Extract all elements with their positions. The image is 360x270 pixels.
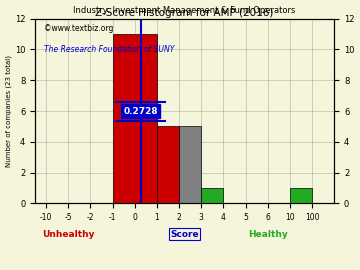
Text: Score: Score [170, 230, 199, 239]
Y-axis label: Number of companies (23 total): Number of companies (23 total) [5, 55, 12, 167]
Text: ©www.textbiz.org: ©www.textbiz.org [44, 24, 113, 33]
Bar [290, 188, 312, 203]
Text: Unhealthy: Unhealthy [42, 230, 95, 239]
Bar [157, 126, 179, 203]
Text: Healthy: Healthy [248, 230, 288, 239]
Text: The Research Foundation of SUNY: The Research Foundation of SUNY [44, 45, 174, 53]
Text: 0.2728: 0.2728 [123, 107, 158, 116]
Bar [201, 188, 224, 203]
Bar [113, 34, 157, 203]
Bar [179, 126, 201, 203]
Title: Z-Score Histogram for AMP (2016): Z-Score Histogram for AMP (2016) [95, 8, 274, 18]
Text: Industry: Investment Management & Fund Operators: Industry: Investment Management & Fund O… [73, 6, 296, 15]
